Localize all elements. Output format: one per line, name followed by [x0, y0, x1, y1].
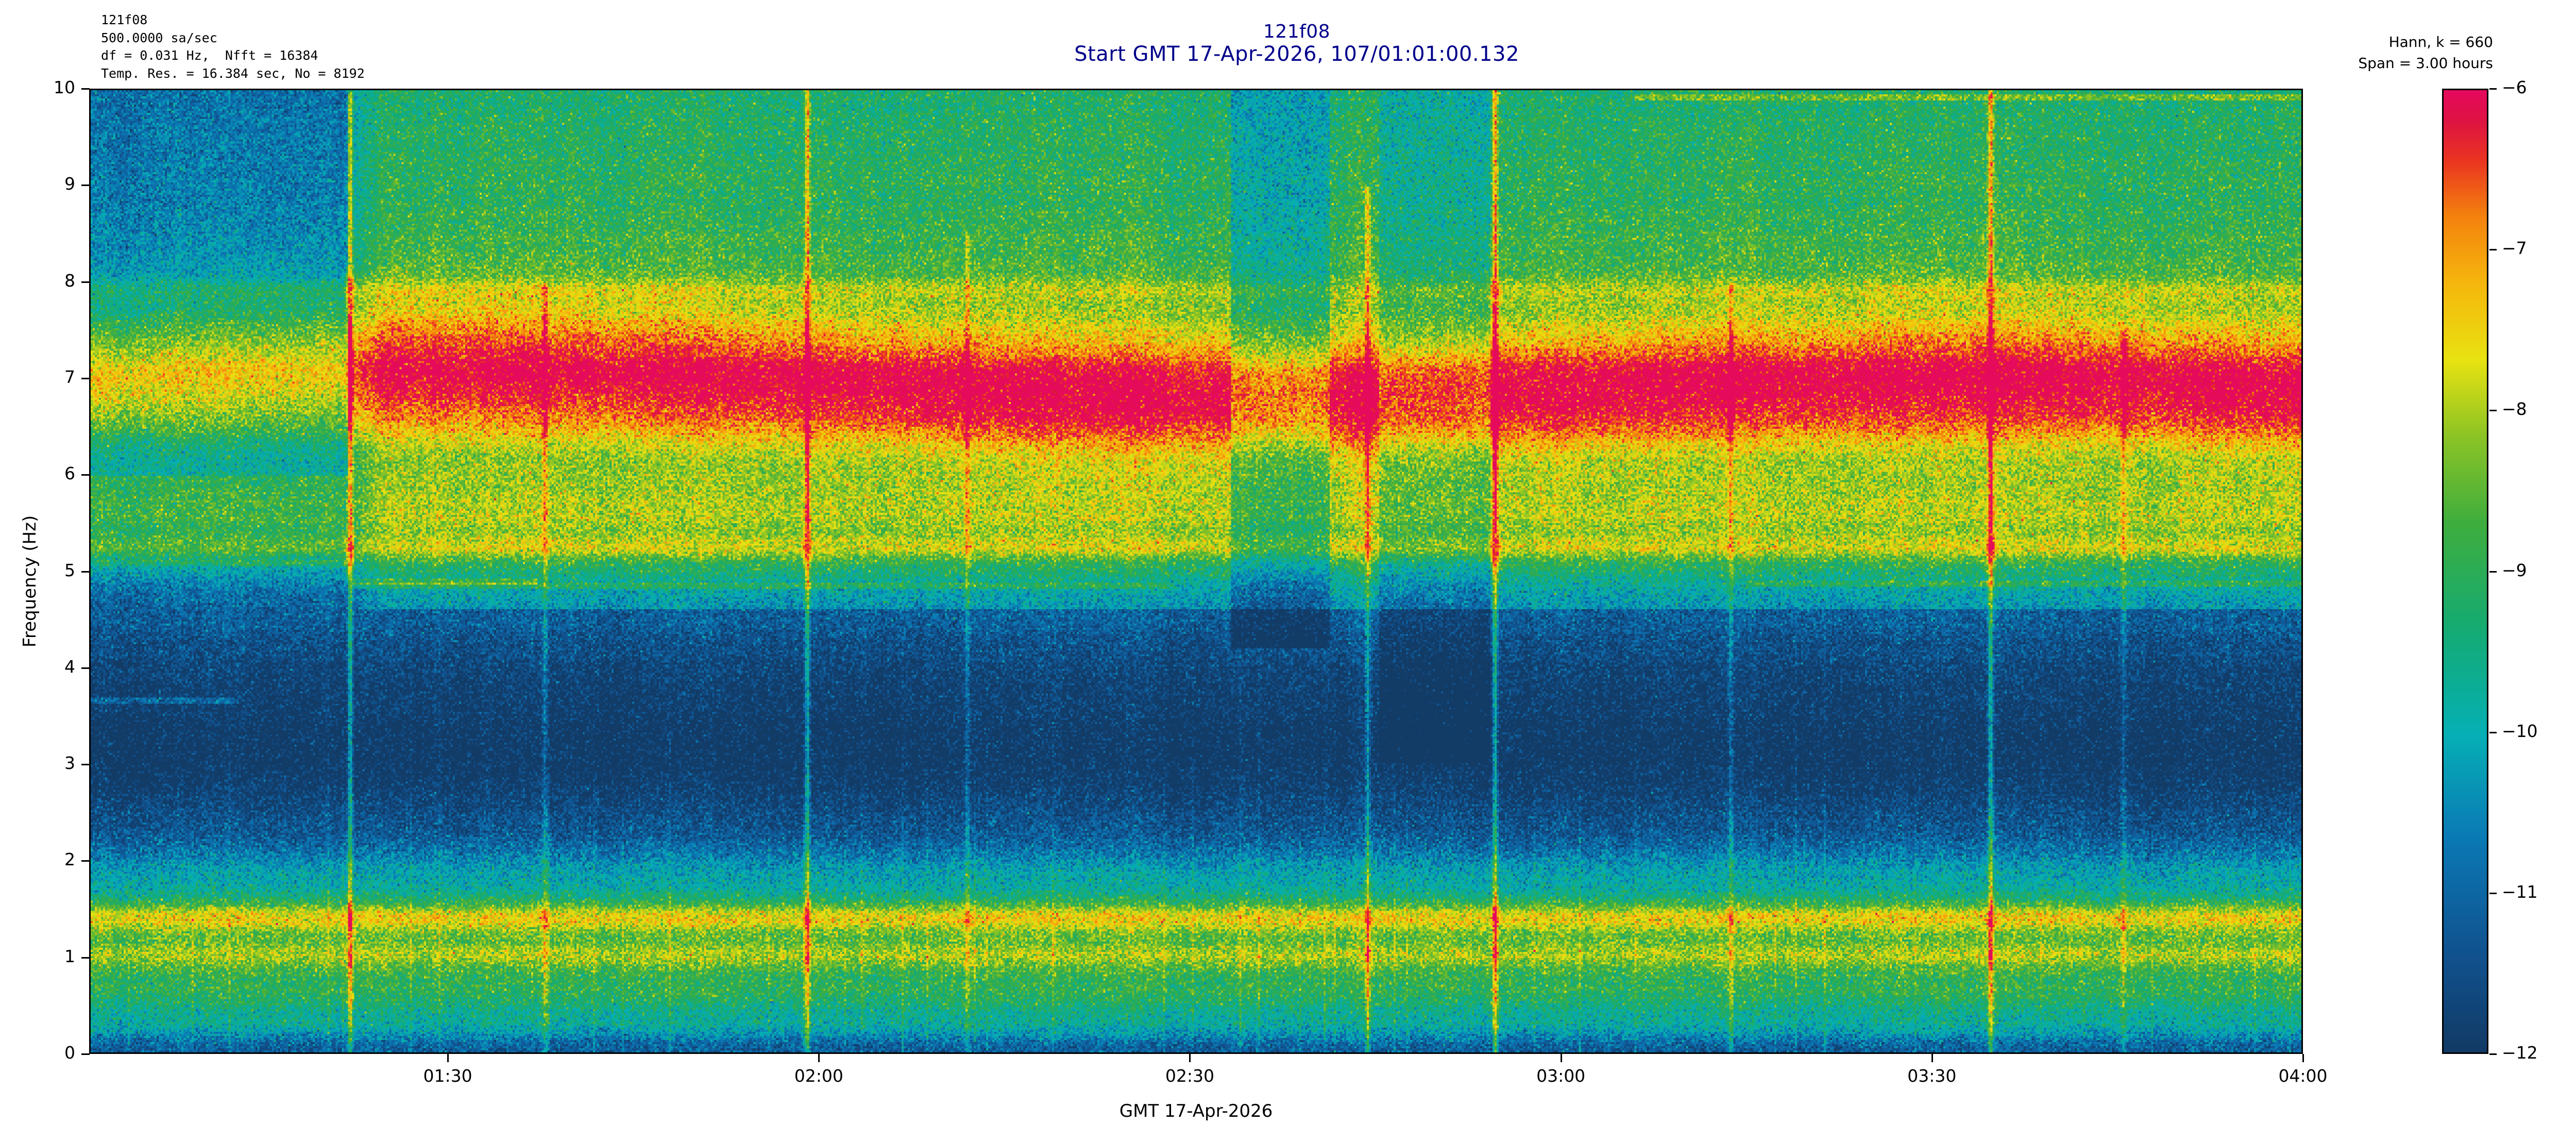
y-tick-label: 2: [64, 849, 75, 870]
x-tick-label: 02:30: [1165, 1066, 1215, 1086]
y-tick-mark: [81, 281, 90, 283]
colorbar-tick-label: −12: [2502, 1043, 2538, 1063]
y-tick-mark: [81, 860, 90, 862]
y-tick-label: 10: [54, 77, 75, 97]
x-tick-label: 04:00: [2278, 1066, 2328, 1086]
y-tick-label: 7: [64, 366, 75, 387]
y-tick-label: 4: [64, 656, 75, 677]
y-axis-title: Frequency (Hz): [20, 515, 40, 648]
y-tick-label: 9: [64, 174, 75, 194]
colorbar-tick-label: −9: [2502, 560, 2527, 580]
colorbar-tick-label: −6: [2502, 77, 2527, 97]
colorbar: [2442, 89, 2488, 1054]
spectrogram-image: [91, 90, 2301, 1052]
colorbar-gradient: [2444, 90, 2487, 1052]
y-tick-mark: [81, 571, 90, 573]
y-tick-mark: [81, 1053, 90, 1055]
y-tick-label: 3: [64, 753, 75, 774]
x-tick-mark: [818, 1054, 820, 1062]
colorbar-tick-mark: [2489, 410, 2497, 412]
x-tick-mark: [2302, 1054, 2304, 1062]
x-tick-label: 03:30: [1907, 1066, 1957, 1086]
colorbar-tick-label: −11: [2502, 881, 2538, 902]
colorbar-tick-mark: [2489, 571, 2497, 573]
x-tick-label: 02:00: [794, 1066, 843, 1086]
colorbar-tick-mark: [2489, 892, 2497, 894]
x-tick-mark: [447, 1054, 449, 1062]
y-tick-mark: [81, 185, 90, 187]
spectrogram-plot-area: [89, 89, 2303, 1054]
y-tick-mark: [81, 88, 90, 90]
y-tick-label: 1: [64, 946, 75, 966]
y-tick-mark: [81, 474, 90, 476]
x-tick-mark: [1931, 1054, 1933, 1062]
colorbar-tick-label: −7: [2502, 238, 2527, 259]
colorbar-tick-mark: [2489, 731, 2497, 733]
x-tick-mark: [1189, 1054, 1191, 1062]
colorbar-tick-mark: [2489, 1053, 2497, 1055]
processing-metadata: Hann, k = 660 Span = 3.00 hours: [2358, 33, 2493, 72]
acquisition-metadata: 121f08 500.0000 sa/sec df = 0.031 Hz, Nf…: [101, 12, 365, 81]
y-tick-mark: [81, 377, 90, 379]
x-tick-label: 03:00: [1536, 1066, 1586, 1086]
x-tick-label: 01:30: [423, 1066, 472, 1086]
y-tick-label: 5: [64, 560, 75, 580]
title-sensor-id: 121f08: [1263, 21, 1331, 42]
y-tick-label: 6: [64, 463, 75, 484]
colorbar-tick-label: −10: [2502, 720, 2538, 741]
y-tick-mark: [81, 667, 90, 669]
y-tick-label: 0: [64, 1043, 75, 1063]
y-tick-mark: [81, 957, 90, 959]
page-title: 121f08 Start GMT 17-Apr-2026, 107/01:01:…: [0, 21, 2576, 67]
y-tick-mark: [81, 764, 90, 766]
colorbar-tick-mark: [2489, 249, 2497, 251]
colorbar-tick-label: −8: [2502, 399, 2527, 420]
x-tick-mark: [1560, 1054, 1562, 1062]
title-start-time: Start GMT 17-Apr-2026, 107/01:01:00.132: [1074, 42, 1519, 66]
x-axis-title: GMT 17-Apr-2026: [1119, 1101, 1273, 1121]
y-tick-label: 8: [64, 270, 75, 291]
colorbar-tick-mark: [2489, 88, 2497, 90]
